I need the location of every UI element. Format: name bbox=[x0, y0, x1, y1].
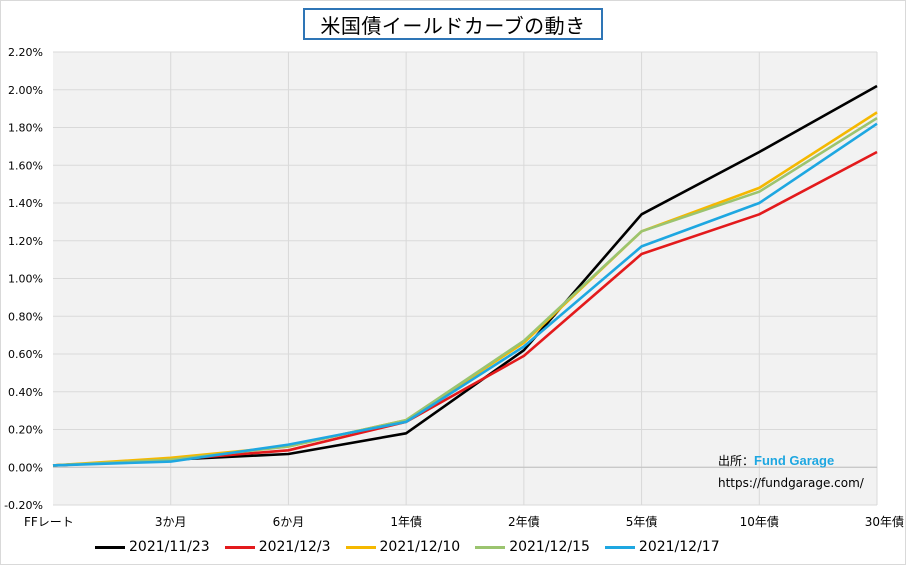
y-tick-label: 1.80% bbox=[8, 122, 43, 135]
legend-item: 2021/12/17 bbox=[604, 539, 720, 555]
legend-label: 2021/12/15 bbox=[509, 539, 590, 555]
legend-label: 2021/11/23 bbox=[129, 539, 210, 555]
y-tick-label: 1.20% bbox=[8, 235, 43, 248]
y-tick-label: 2.00% bbox=[8, 84, 43, 97]
x-axis-ticks: FFレート 3か月 6か月 1年債 2年債 5年債 10年債 30年債 bbox=[24, 514, 904, 529]
legend-swatch bbox=[475, 545, 506, 549]
series-lines bbox=[52, 84, 878, 467]
legend-swatch bbox=[224, 545, 255, 549]
source-url[interactable]: https://fundgarage.com/ bbox=[718, 476, 864, 490]
source-label: 出所： bbox=[718, 454, 755, 468]
y-tick-label: 0.20% bbox=[8, 424, 43, 437]
legend-label: 2021/12/10 bbox=[379, 539, 461, 555]
series-line-2021/12/17 bbox=[52, 122, 878, 467]
y-tick-label: 1.60% bbox=[8, 159, 43, 172]
x-tick-label: 1年債 bbox=[390, 514, 422, 529]
source-credit: 出所：Fund Garage https://fundgarage.com/ bbox=[718, 450, 864, 494]
y-tick-label: -0.20% bbox=[4, 499, 43, 512]
legend-label: 2021/12/17 bbox=[638, 539, 720, 555]
x-tick-label: FFレート bbox=[24, 515, 74, 529]
y-tick-label: 2.20% bbox=[8, 46, 43, 59]
legend-label: 2021/12/3 bbox=[258, 539, 331, 555]
legend-swatch bbox=[604, 545, 635, 549]
x-tick-label: 6か月 bbox=[273, 515, 305, 529]
legend-swatch bbox=[95, 545, 125, 549]
legend-item: 2021/11/23 bbox=[95, 539, 210, 555]
y-tick-label: 1.00% bbox=[8, 273, 43, 286]
y-tick-label: 0.60% bbox=[8, 348, 43, 361]
legend-item: 2021/12/10 bbox=[345, 539, 461, 555]
source-brand: Fund Garage bbox=[754, 453, 835, 468]
x-tick-label: 3か月 bbox=[155, 515, 187, 529]
legend-item: 2021/12/3 bbox=[224, 539, 331, 555]
legend-item: 2021/12/15 bbox=[475, 539, 590, 555]
x-tick-label: 10年債 bbox=[740, 514, 779, 529]
x-tick-label: 5年債 bbox=[626, 514, 658, 529]
chart-title: 米国債イールドカーブの動き bbox=[320, 13, 586, 38]
chart-legend: 2021/11/23 2021/12/3 2021/12/10 2021/12/15 2… bbox=[95, 537, 735, 557]
legend-swatch bbox=[345, 545, 376, 549]
x-tick-label: 30年債 bbox=[865, 514, 904, 529]
y-tick-label: 0.80% bbox=[8, 310, 43, 323]
chart-title-box: 米国債イールドカーブの動き bbox=[303, 8, 603, 40]
y-axis-ticks: 2.20% 2.00% 1.80% 1.60% 1.40% 1.20% 1.00% 0.80%… bbox=[4, 46, 43, 512]
x-tick-label: 2年債 bbox=[508, 514, 540, 529]
y-tick-label: 0.00% bbox=[8, 461, 43, 474]
y-tick-label: 0.40% bbox=[8, 386, 43, 399]
y-tick-label: 1.40% bbox=[8, 197, 43, 210]
